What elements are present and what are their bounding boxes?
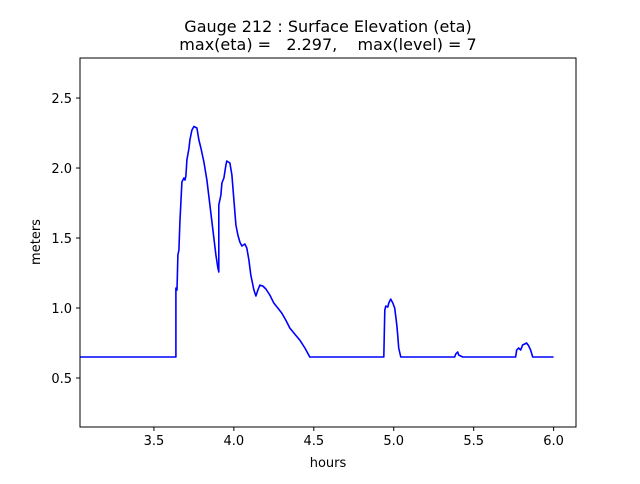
x-axis: 3.5 4.0 4.5 5.0 5.5 6.0 — [144, 427, 564, 449]
y-axis-label: meters — [29, 219, 44, 265]
y-tick-label: 0.5 — [51, 372, 72, 387]
series-line-eta — [80, 125, 554, 358]
x-tick-label: 5.0 — [383, 434, 404, 449]
y-axis: 0.5 1.0 1.5 2.0 2.5 — [51, 92, 80, 387]
x-tick-label: 6.0 — [543, 434, 564, 449]
x-tick-label: 4.5 — [303, 434, 324, 449]
y-tick-label: 1.5 — [51, 232, 72, 247]
x-tick-label: 4.0 — [224, 434, 245, 449]
x-tick-label: 3.5 — [144, 434, 165, 449]
x-axis-label: hours — [310, 456, 347, 471]
x-tick-label: 5.5 — [463, 434, 484, 449]
axes-frame — [79, 57, 577, 428]
y-tick-label: 2.0 — [51, 162, 72, 177]
y-tick-label: 1.0 — [51, 302, 72, 317]
y-tick-label: 2.5 — [51, 92, 72, 107]
plot-area — [80, 125, 554, 358]
chart-title: Gauge 212 : Surface Elevation (eta) — [184, 17, 471, 36]
chart-subtitle: max(eta) = 2.297, max(level) = 7 — [179, 35, 476, 54]
